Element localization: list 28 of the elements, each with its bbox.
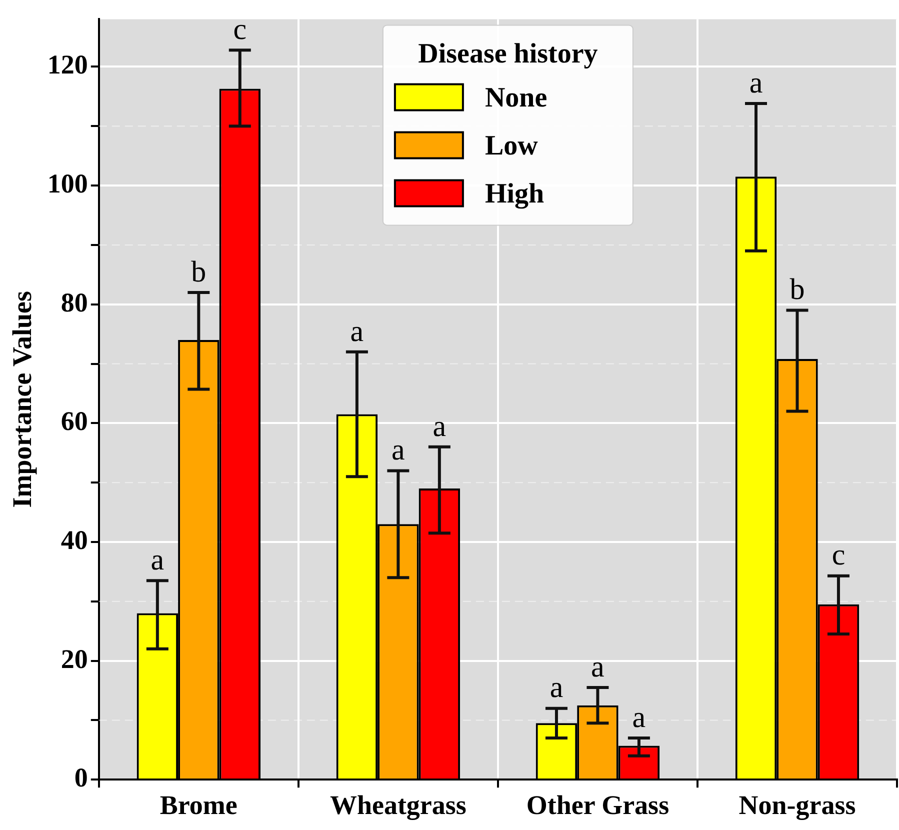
y-axis-title: Importance Values: [7, 291, 38, 508]
y-tick-label: 80: [60, 287, 88, 318]
data-label: b: [790, 273, 805, 306]
data-label: a: [550, 671, 564, 704]
data-label: a: [350, 314, 364, 348]
data-label: b: [191, 255, 206, 288]
y-tick-label: 40: [60, 524, 88, 555]
legend-label: High: [484, 178, 545, 210]
data-label: c: [832, 538, 846, 572]
x-tick-label: Non-grass: [738, 790, 856, 820]
y-tick-label: 20: [60, 644, 88, 674]
y-tick-label: 0: [74, 762, 88, 793]
y-tick-label: 100: [47, 168, 88, 199]
x-tick-label: Wheatgrass: [330, 790, 466, 820]
data-label: c: [233, 12, 247, 46]
y-tick-label: 120: [47, 50, 88, 80]
data-label: a: [150, 543, 164, 576]
data-label: a: [632, 700, 646, 734]
data-label: a: [749, 66, 763, 100]
x-tick-label: Other Grass: [526, 790, 670, 820]
data-label: a: [432, 410, 446, 443]
x-tick-label: Brome: [160, 790, 238, 820]
data-label: a: [392, 434, 405, 467]
legend-label: Low: [484, 130, 539, 162]
data-label: a: [591, 650, 604, 684]
legend-label: None: [484, 82, 548, 114]
legend-title: Disease history: [418, 38, 598, 70]
y-tick-label: 60: [60, 406, 88, 436]
